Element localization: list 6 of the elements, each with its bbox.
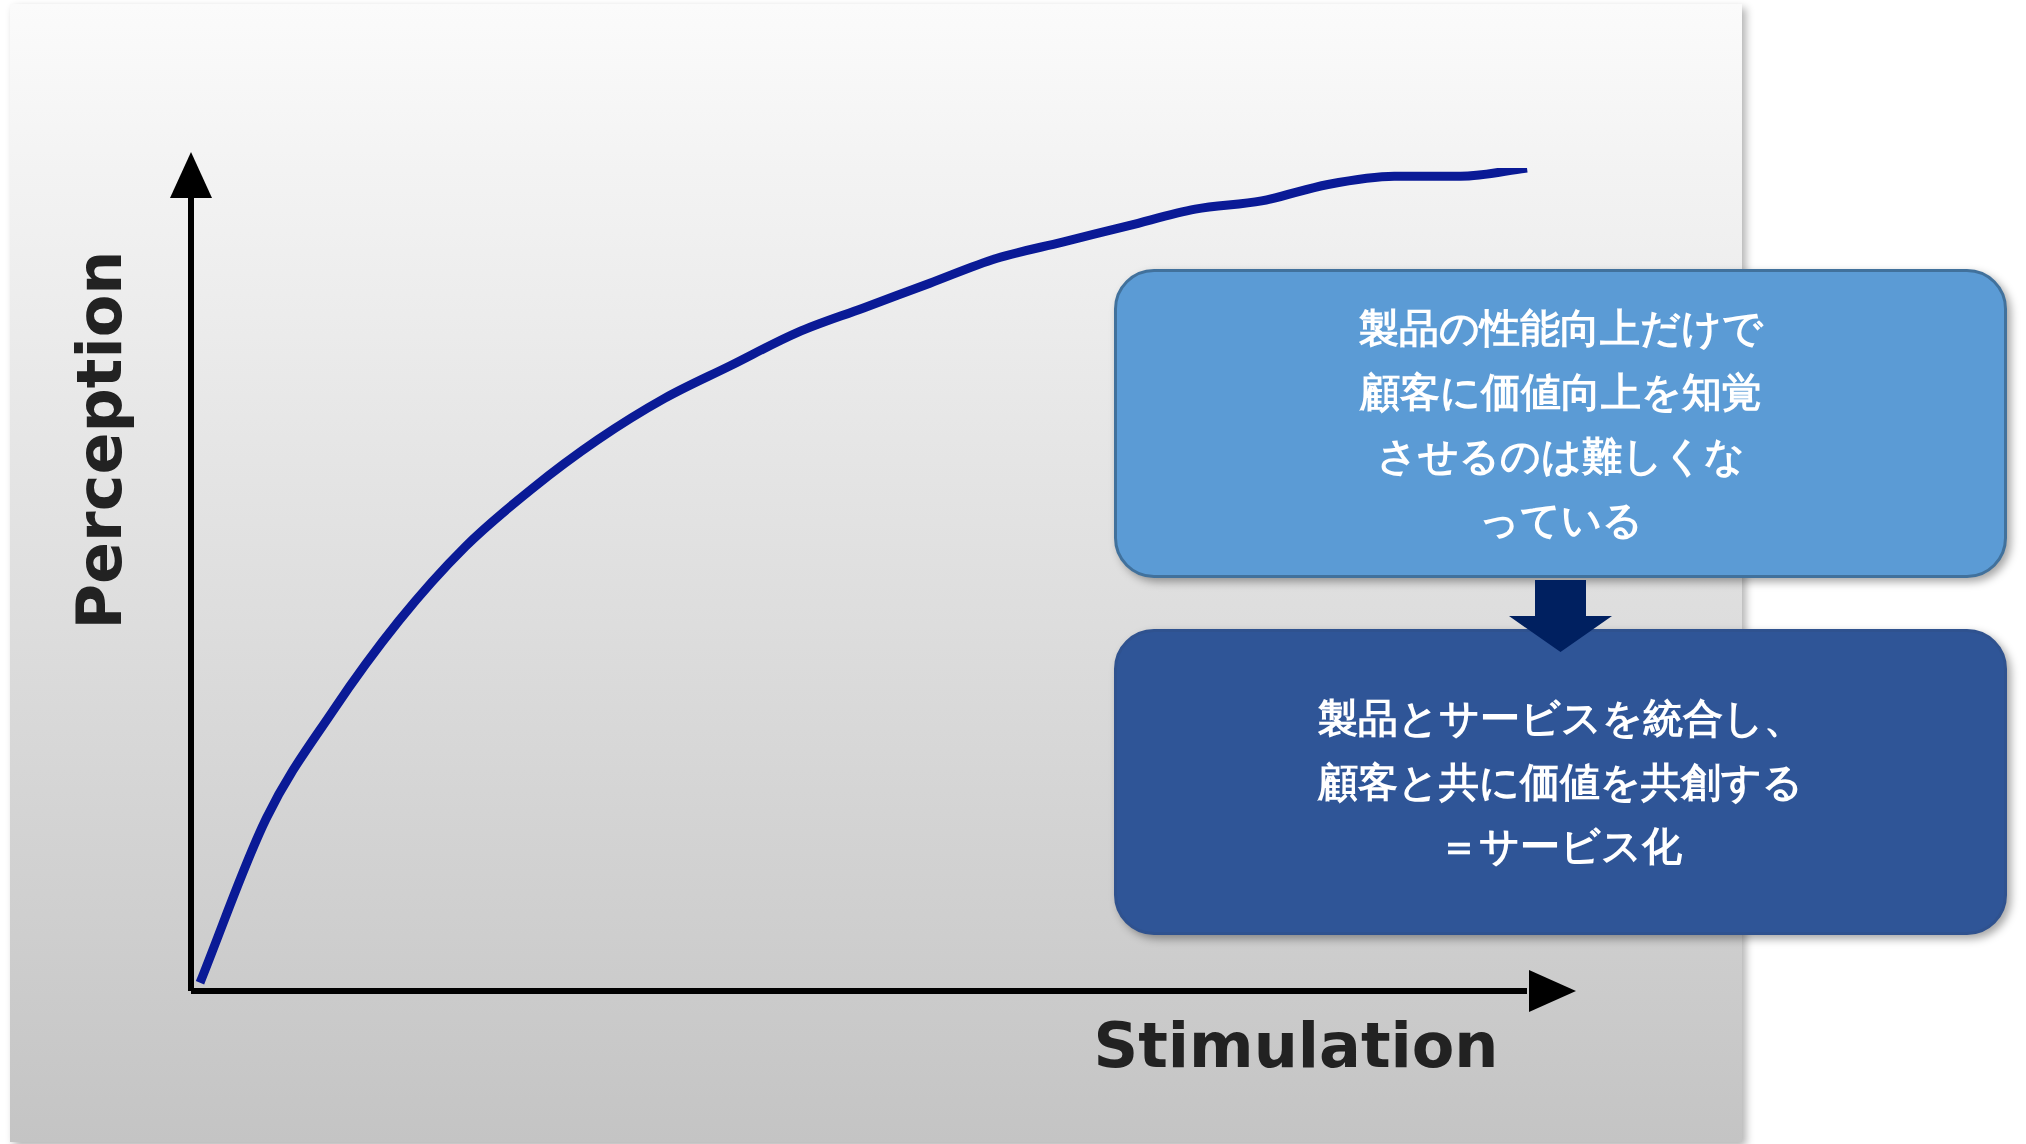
rounded-box: 製品とサービスを統合し、顧客と共に価値を共創する＝サービス化 xyxy=(1114,629,2007,935)
rounded-box: 製品の性能向上だけで顧客に価値向上を知覚させるのは難しくなっている xyxy=(1114,269,2007,578)
x-axis-title: Stimulation xyxy=(1092,1008,1500,1084)
y-axis-title: Perception xyxy=(62,249,137,632)
annotation: 製品とサービスを統合し、顧客と共に価値を共創する＝サービス化 xyxy=(1316,694,1805,871)
annotation: 製品の性能向上だけで顧客に価値向上を知覚させるのは難しくなっている xyxy=(1357,303,1765,545)
